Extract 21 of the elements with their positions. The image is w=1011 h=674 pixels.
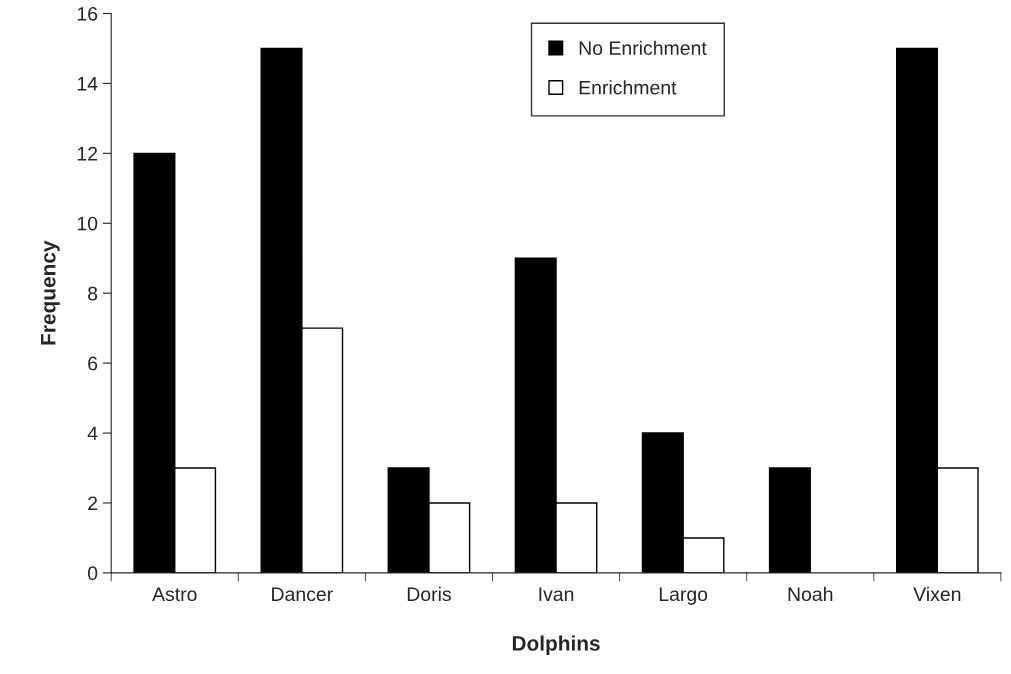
x-tick-label: Vixen — [913, 586, 961, 602]
x-tick-label: Astro — [152, 587, 197, 602]
x-tick-label: Dancer — [272, 587, 333, 602]
y-tick-label: 0 — [87, 566, 98, 581]
y-tick-label: 14 — [77, 77, 98, 91]
y-tick-label: 2 — [88, 496, 98, 511]
y-axis-title: Frequency — [41, 240, 60, 345]
bar — [768, 467, 811, 573]
y-tick-label: 10 — [77, 216, 98, 231]
legend-label: Enrichment — [579, 80, 677, 95]
legend-label: No Enrichment — [579, 40, 707, 55]
x-axis-title: Dolphins — [512, 635, 600, 655]
x-tick-label: Largo — [659, 587, 708, 605]
x-tick-label: Noah — [788, 586, 833, 602]
y-tick-label: 8 — [88, 286, 98, 301]
y-tick-label: 12 — [77, 146, 98, 161]
y-tick-label: 6 — [88, 356, 98, 371]
x-tick-label: Ivan — [539, 587, 574, 602]
x-tick-label: Doris — [407, 586, 451, 602]
y-tick-label: 4 — [87, 426, 98, 441]
y-tick-label: 16 — [77, 6, 98, 21]
